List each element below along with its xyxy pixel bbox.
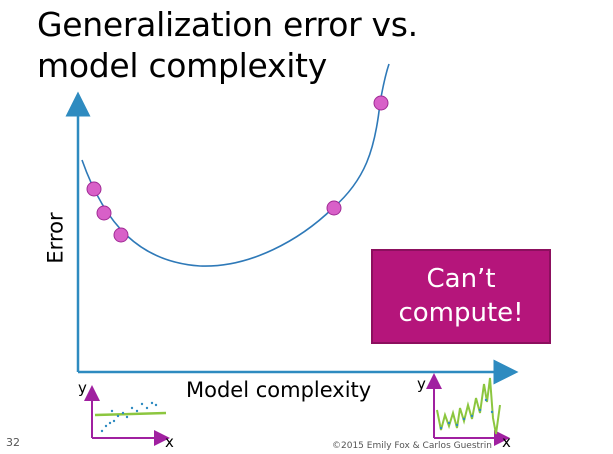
copyright-footer: ©2015 Emily Fox & Carlos Guestrin [332, 441, 492, 451]
inset-simple-model: y x [78, 379, 174, 451]
page-number: 32 [6, 436, 20, 449]
callout-line-1: Can’t [426, 264, 496, 294]
data-point [373, 95, 389, 111]
inset-right-x-label: x [502, 433, 511, 451]
data-point [326, 200, 342, 216]
cant-compute-callout: Can’t compute! [371, 249, 551, 344]
title-line-1: Generalization error vs. [37, 5, 418, 44]
inset-left-fit-line [94, 411, 167, 417]
inset-right-y-label: y [417, 375, 426, 393]
data-point [96, 205, 112, 221]
y-axis-label: Error [43, 212, 68, 264]
callout-line-2: compute! [398, 298, 524, 328]
x-axis-label: Model complexity [186, 378, 372, 402]
slide-title: Generalization error vs. model complexit… [37, 4, 457, 86]
inset-right-points [439, 398, 494, 430]
inset-left-points [100, 401, 158, 433]
title-line-2: model complexity [37, 46, 327, 85]
inset-right-fit-curve [436, 377, 501, 435]
inset-left-x-label: x [165, 433, 174, 451]
inset-complex-model: y x [417, 373, 511, 451]
data-point [113, 227, 129, 243]
data-point [86, 181, 102, 197]
inset-left-y-label: y [78, 379, 87, 397]
